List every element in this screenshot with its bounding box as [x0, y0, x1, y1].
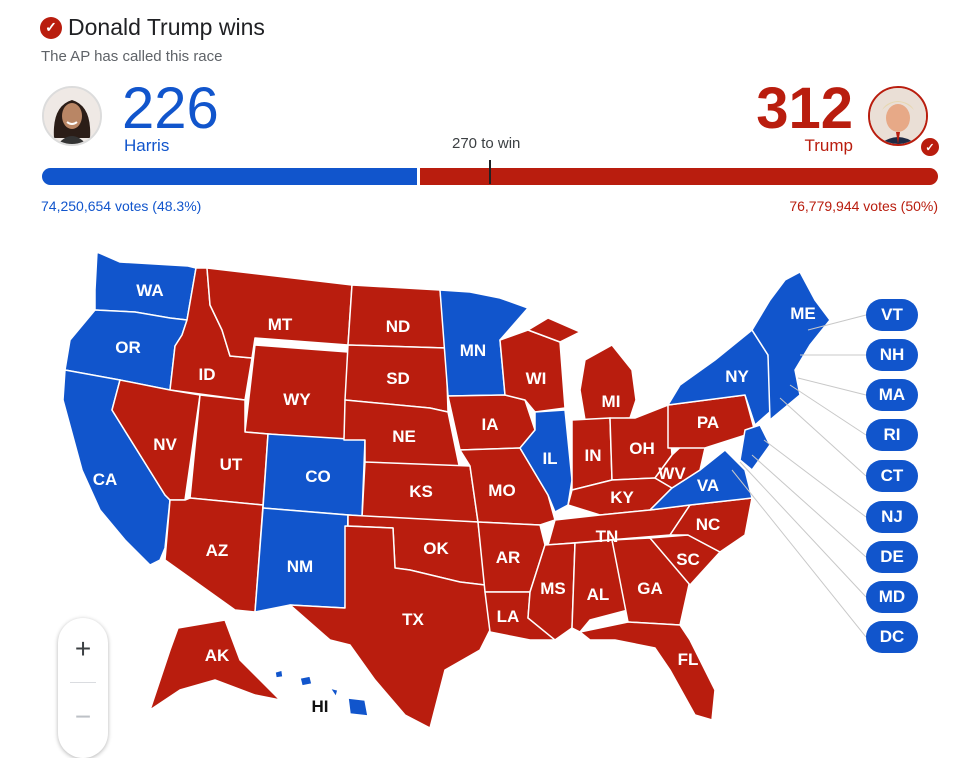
state-new-england[interactable] — [751, 271, 831, 421]
state-mi-upper[interactable] — [527, 317, 581, 343]
bar-divider — [417, 168, 421, 185]
label-ar: AR — [496, 548, 521, 567]
state-nj-de-md[interactable] — [739, 424, 771, 471]
label-wy: WY — [283, 390, 311, 409]
label-co: CO — [305, 467, 331, 486]
label-pa: PA — [697, 413, 719, 432]
label-il: IL — [542, 449, 557, 468]
pill-nj[interactable]: NJ — [866, 501, 918, 533]
pill-vt[interactable]: VT — [866, 299, 918, 331]
label-ks: KS — [409, 482, 433, 501]
label-nc: NC — [696, 515, 721, 534]
label-mi: MI — [602, 392, 621, 411]
harris-bar-segment — [42, 168, 419, 185]
label-wa: WA — [136, 281, 163, 300]
label-mo: MO — [488, 481, 515, 500]
label-la: LA — [497, 607, 520, 626]
label-va: VA — [697, 476, 719, 495]
harris-name: Harris — [124, 136, 170, 155]
label-in: IN — [585, 446, 602, 465]
label-sc: SC — [676, 550, 700, 569]
label-ms: MS — [540, 579, 566, 598]
state-tx[interactable] — [289, 525, 491, 729]
label-ak: AK — [205, 646, 230, 665]
label-mn: MN — [460, 341, 486, 360]
state-il[interactable] — [519, 409, 573, 513]
race-call-subtitle: The AP has called this race — [41, 48, 223, 65]
pill-connectors — [731, 314, 867, 638]
label-mt: MT — [268, 315, 293, 334]
pill-ct[interactable]: CT — [866, 460, 918, 492]
label-ok: OK — [423, 539, 449, 558]
check-circle-icon: ✓ — [40, 16, 62, 39]
label-al: AL — [587, 585, 610, 604]
label-sd: SD — [386, 369, 410, 388]
label-ca: CA — [93, 470, 118, 489]
state-mt[interactable] — [206, 267, 353, 359]
label-nm: NM — [287, 557, 313, 576]
label-ut: UT — [220, 455, 243, 474]
zoom-in-button[interactable]: + — [74, 633, 92, 664]
result-header: ✓ Donald Trump wins — [40, 14, 265, 41]
label-hi: HI — [312, 697, 329, 716]
trump-electoral-votes: 312 — [756, 76, 853, 141]
state-hi[interactable] — [274, 669, 369, 717]
label-or: OR — [115, 338, 141, 357]
state-mi[interactable] — [579, 344, 637, 421]
state-fl[interactable] — [579, 621, 716, 721]
label-ia: IA — [482, 415, 499, 434]
trump-avatar — [868, 86, 928, 146]
label-tx: TX — [402, 610, 424, 629]
label-tn: TN — [596, 527, 619, 546]
label-ny: NY — [725, 367, 749, 386]
pill-ri[interactable]: RI — [866, 419, 918, 451]
zoom-out-button[interactable]: − — [74, 701, 92, 732]
label-ky: KY — [610, 488, 634, 507]
threshold-label: 270 to win — [452, 135, 521, 152]
zoom-divider — [70, 682, 96, 683]
pill-ma[interactable]: MA — [866, 379, 918, 411]
label-wv: WV — [658, 464, 686, 483]
label-oh: OH — [629, 439, 655, 458]
pill-nh[interactable]: NH — [866, 339, 918, 371]
trump-popular-votes: 76,779,944 votes (50%) — [789, 198, 938, 214]
threshold-marker — [489, 160, 491, 184]
trump-name: Trump — [804, 136, 854, 155]
label-ne: NE — [392, 427, 416, 446]
label-nd: ND — [386, 317, 411, 336]
label-me: ME — [790, 304, 816, 323]
winner-check-icon: ✓ — [919, 136, 941, 158]
us-electoral-map: WA OR CA ID NV MT WY UT AZ CO NM ND SD N… — [62, 251, 867, 729]
harris-electoral-votes: 226 — [122, 76, 219, 141]
zoom-control: + − — [58, 618, 108, 758]
label-fl: FL — [678, 650, 699, 669]
state-ak[interactable] — [149, 619, 281, 711]
pill-de[interactable]: DE — [866, 541, 918, 573]
pill-dc[interactable]: DC — [866, 621, 918, 653]
harris-avatar — [42, 86, 102, 146]
label-nv: NV — [153, 435, 177, 454]
label-id: ID — [199, 365, 216, 384]
label-ga: GA — [637, 579, 663, 598]
pill-md[interactable]: MD — [866, 581, 918, 613]
trump-bar-segment — [418, 168, 938, 185]
harris-popular-votes: 74,250,654 votes (48.3%) — [41, 198, 202, 214]
label-az: AZ — [206, 541, 229, 560]
label-wi: WI — [526, 369, 547, 388]
winner-title: Donald Trump wins — [68, 14, 265, 40]
